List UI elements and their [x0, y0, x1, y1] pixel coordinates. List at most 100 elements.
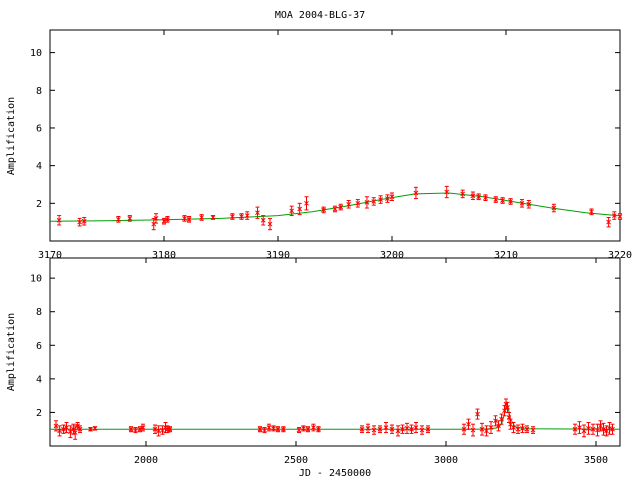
bottom-point-marker: [530, 427, 536, 433]
top-data-point: [483, 194, 488, 201]
bottom-point-marker: [499, 416, 504, 422]
bottom-y-tick-label: 4: [36, 374, 42, 385]
top-data-point: [346, 199, 352, 209]
bottom-point-marker: [88, 426, 93, 432]
bottom-data-point: [311, 423, 316, 432]
bottom-point-marker: [301, 426, 306, 431]
top-point-marker: [267, 221, 273, 227]
bottom-data-point: [167, 426, 173, 433]
top-data-point: [371, 197, 377, 206]
bottom-point-marker: [479, 426, 485, 432]
top-data-point: [500, 197, 505, 204]
top-point-marker: [186, 216, 192, 222]
bottom-point-marker: [75, 423, 80, 429]
top-data-point: [165, 216, 170, 223]
bottom-data-point: [419, 425, 425, 435]
bottom-data-point: [262, 427, 267, 434]
bottom-data-point: [488, 421, 494, 434]
bottom-data-point: [409, 424, 414, 434]
bottom-point-marker: [389, 426, 395, 432]
top-point-marker: [77, 219, 82, 225]
top-data-point: [239, 213, 244, 220]
top-data-point: [199, 214, 204, 221]
top-point-marker: [127, 216, 133, 221]
bottom-data-point: [581, 424, 587, 438]
top-data-point: [476, 193, 481, 201]
bottom-x-axis-label: JD - 2450000: [299, 468, 371, 479]
top-data-point: [260, 215, 266, 226]
top-point-marker: [260, 217, 266, 223]
top-point-marker: [321, 207, 326, 213]
bottom-data-point: [466, 418, 471, 430]
top-x-tick-label: 3190: [266, 250, 290, 261]
bottom-plot-frame: [49, 257, 621, 447]
bottom-data-point: [53, 420, 59, 432]
bottom-y-tick-label: 10: [30, 274, 42, 285]
bottom-data-point: [371, 425, 377, 435]
bottom-data-point: [257, 426, 263, 433]
top-data-point: [182, 215, 187, 222]
bottom-point-marker: [72, 430, 78, 435]
top-point-marker: [338, 204, 344, 210]
bottom-data-point: [152, 424, 158, 434]
bottom-point-marker: [470, 427, 476, 433]
top-point-marker: [364, 200, 370, 205]
bottom-data-point: [92, 426, 98, 431]
bottom-point-marker: [601, 426, 606, 432]
bottom-point-marker: [152, 426, 158, 432]
bottom-point-marker: [577, 425, 582, 430]
top-point-marker: [165, 216, 170, 222]
bottom-data-point: [475, 408, 480, 420]
top-point-marker: [483, 195, 488, 201]
bottom-point-marker: [586, 426, 591, 431]
top-data-point: [297, 202, 303, 216]
bottom-point-marker: [275, 426, 281, 432]
top-y-axis-label: Amplification: [6, 97, 17, 175]
bottom-point-marker: [383, 425, 389, 430]
bottom-point-marker: [57, 428, 62, 434]
top-point-marker: [116, 216, 121, 222]
bottom-point-marker: [377, 426, 383, 432]
bottom-data-point: [266, 423, 272, 432]
bottom-point-marker: [466, 421, 471, 427]
top-data-point: [289, 205, 295, 217]
bottom-point-marker: [511, 425, 516, 430]
bottom-data-point: [590, 423, 596, 435]
top-point-marker: [297, 206, 303, 212]
bottom-data-point: [400, 424, 405, 434]
bottom-data-point: [493, 415, 498, 427]
bottom-point-marker: [419, 427, 425, 433]
top-point-marker: [460, 191, 466, 197]
top-point-marker: [476, 194, 481, 200]
top-point-marker: [161, 218, 167, 224]
top-point-marker: [210, 215, 216, 220]
bottom-point-marker: [484, 428, 489, 434]
bottom-point-marker: [524, 426, 530, 432]
bottom-data-point: [377, 425, 383, 434]
top-y-tick-label: 4: [36, 161, 42, 172]
bottom-point-marker: [581, 428, 587, 434]
top-point-marker: [199, 215, 204, 220]
top-point-marker: [617, 214, 623, 219]
bottom-data-point: [395, 425, 401, 437]
bottom-point-marker: [128, 426, 134, 432]
top-data-point: [304, 196, 309, 211]
top-x-tick-label: 3210: [494, 250, 518, 261]
top-point-marker: [526, 201, 532, 207]
top-plot-frame: [49, 29, 621, 242]
bottom-data-point: [296, 427, 302, 434]
bottom-data-point: [413, 422, 419, 434]
top-data-point: [77, 217, 82, 227]
bottom-data-point: [425, 425, 431, 434]
bottom-data-point: [499, 413, 504, 425]
top-data-point: [611, 211, 617, 220]
bottom-data-point: [365, 423, 371, 434]
top-point-marker: [470, 193, 476, 199]
top-point-marker: [239, 214, 244, 219]
bottom-data-point: [524, 425, 530, 434]
bottom-point-marker: [413, 425, 419, 430]
bottom-data-point: [75, 422, 80, 430]
bottom-point-marker: [77, 426, 83, 432]
bottom-point-marker: [590, 426, 596, 432]
bottom-point-marker: [92, 426, 98, 431]
